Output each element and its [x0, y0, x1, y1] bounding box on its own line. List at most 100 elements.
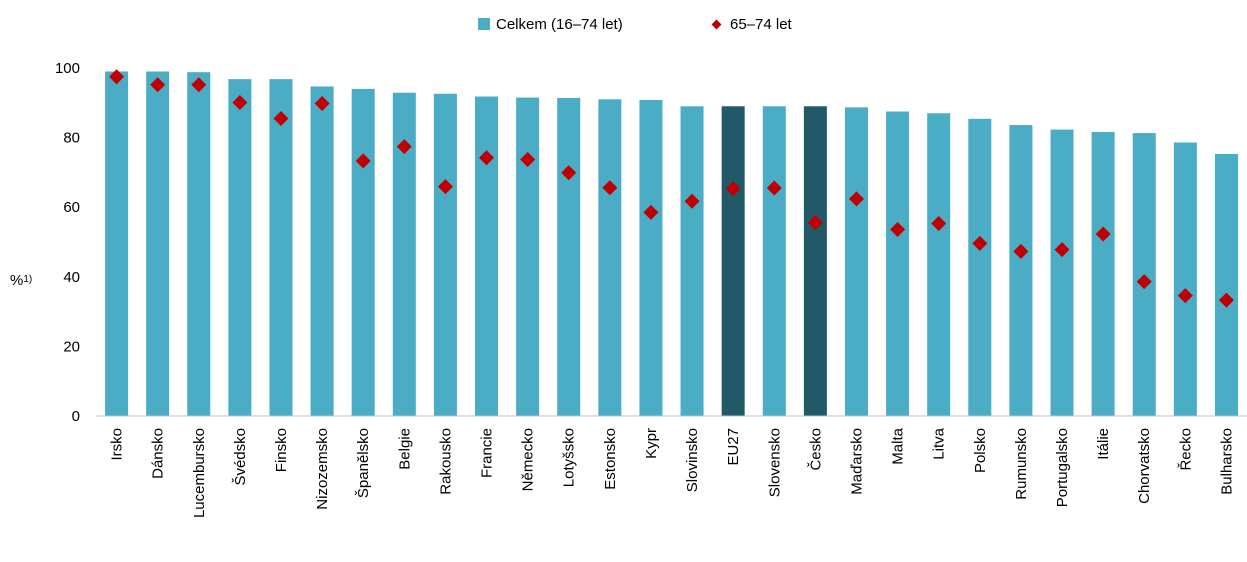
bar-Dánsko: [146, 71, 170, 416]
x-tick-label: Kypr: [643, 428, 660, 459]
bar-Česko: [803, 106, 827, 416]
y-axis-label-footnote: 1): [23, 274, 32, 285]
bar-Malta: [886, 111, 910, 416]
marker-Maďarsko: [848, 191, 864, 207]
marker-Nizozemsko: [314, 95, 330, 111]
x-tick-label: Francie: [479, 428, 496, 478]
marker-Německo: [520, 152, 536, 168]
x-tick-label: Švédsko: [232, 428, 249, 486]
x-tick-label: Irsko: [109, 428, 126, 461]
y-axis-ticks: 0 20 40 60 80 100: [55, 60, 80, 425]
x-tick-label: Lucembursko: [191, 428, 208, 518]
x-tick-label: Řecko: [1177, 428, 1194, 471]
marker-Itálie: [1095, 226, 1111, 242]
y-tick-label: 100: [55, 60, 80, 77]
x-tick-label: Belgie: [396, 428, 413, 470]
bars: [105, 71, 1238, 417]
marker-Estonsko: [602, 180, 618, 196]
bar-Belgie: [392, 92, 416, 416]
marker-Chorvatsko: [1136, 274, 1152, 290]
bar-Kypr: [639, 100, 663, 417]
legend-marker-65-74: [711, 19, 722, 30]
marker-Polsko: [972, 235, 988, 251]
marker-Malta: [890, 221, 906, 237]
bar-Irsko: [105, 71, 129, 416]
markers: [109, 69, 1234, 308]
marker-Slovinsko: [684, 193, 700, 209]
bar-EU27: [721, 106, 745, 416]
bar-Německo: [516, 97, 540, 416]
marker-Řecko: [1177, 288, 1193, 304]
x-tick-label: Slovinsko: [684, 428, 701, 492]
x-tick-label: Polsko: [972, 428, 989, 473]
marker-Dánsko: [150, 77, 166, 93]
marker-Španělsko: [355, 153, 371, 169]
bar-Portugalsko: [1050, 129, 1074, 416]
marker-Lotyšsko: [561, 165, 577, 181]
y-tick-label: 0: [72, 408, 80, 425]
x-tick-label: Dánsko: [150, 428, 167, 479]
marker-Portugalsko: [1054, 242, 1070, 258]
x-tick-label: Německo: [520, 428, 537, 491]
bar-Řecko: [1173, 142, 1197, 417]
marker-Belgie: [396, 139, 412, 155]
marker-Finsko: [273, 110, 289, 126]
bar-Lotyšsko: [557, 97, 581, 416]
x-tick-label: Portugalsko: [1054, 428, 1071, 507]
bar-Finsko: [269, 79, 293, 417]
bar-Bulharsko: [1214, 153, 1238, 416]
x-tick-label: Chorvatsko: [1136, 428, 1153, 504]
bar-Rakousko: [433, 93, 457, 416]
marker-Švédsko: [232, 94, 248, 110]
x-tick-label: Česko: [807, 428, 824, 471]
marker-Rakousko: [437, 179, 453, 195]
bar-Estonsko: [598, 99, 622, 416]
y-axis-label: %: [10, 272, 23, 289]
y-axis-title: %1): [10, 272, 32, 289]
bar-Polsko: [968, 118, 992, 417]
marker-Slovensko: [766, 180, 782, 196]
marker-Bulharsko: [1218, 292, 1234, 308]
x-tick-label: Malta: [890, 427, 907, 464]
x-tick-label: Rumunsko: [1013, 428, 1030, 500]
x-tick-label: Estonsko: [602, 428, 619, 490]
x-tick-label: Španělsko: [355, 428, 372, 498]
bar-Slovinsko: [680, 106, 704, 416]
x-tick-label: Nizozemsko: [314, 428, 331, 510]
svg-text:%1): %1): [10, 272, 32, 289]
x-tick-label: Itálie: [1095, 428, 1112, 460]
bar-Slovensko: [762, 106, 786, 416]
marker-Rumunsko: [1013, 243, 1029, 259]
y-tick-label: 20: [63, 338, 80, 355]
x-tick-label: Slovensko: [766, 428, 783, 497]
bar-Itálie: [1091, 132, 1115, 417]
x-tick-label: Maďarsko: [848, 428, 865, 495]
bar-Nizozemsko: [310, 86, 334, 416]
bar-Španělsko: [351, 88, 375, 416]
legend: Celkem (16–74 let) 65–74 let: [478, 16, 793, 33]
marker-Česko: [807, 215, 823, 231]
x-tick-label: EU27: [725, 428, 742, 466]
x-tick-label: Lotyšsko: [561, 428, 578, 487]
marker-Francie: [479, 150, 495, 166]
bar-Švédsko: [228, 79, 252, 417]
bar-Litva: [927, 113, 951, 417]
bar-Rumunsko: [1009, 125, 1033, 417]
marker-Litva: [931, 216, 947, 232]
bar-Francie: [475, 96, 499, 416]
y-tick-label: 40: [63, 269, 80, 286]
x-axis-labels: Irsko Dánsko Lucembursko Švédsko Finsko Nizoz…: [109, 427, 1236, 518]
bar-Maďarsko: [844, 107, 868, 416]
x-tick-label: Finsko: [273, 428, 290, 472]
legend-swatch-total: [478, 18, 490, 30]
x-tick-label: Rakousko: [437, 428, 454, 495]
marker-Kypr: [643, 204, 659, 220]
y-tick-label: 80: [63, 130, 80, 147]
marker-EU27: [725, 181, 741, 197]
x-tick-label: Bulharsko: [1218, 428, 1235, 495]
legend-label-total: Celkem (16–74 let): [496, 16, 623, 33]
x-tick-label: Litva: [931, 427, 948, 459]
legend-label-65-74: 65–74 let: [730, 16, 793, 33]
